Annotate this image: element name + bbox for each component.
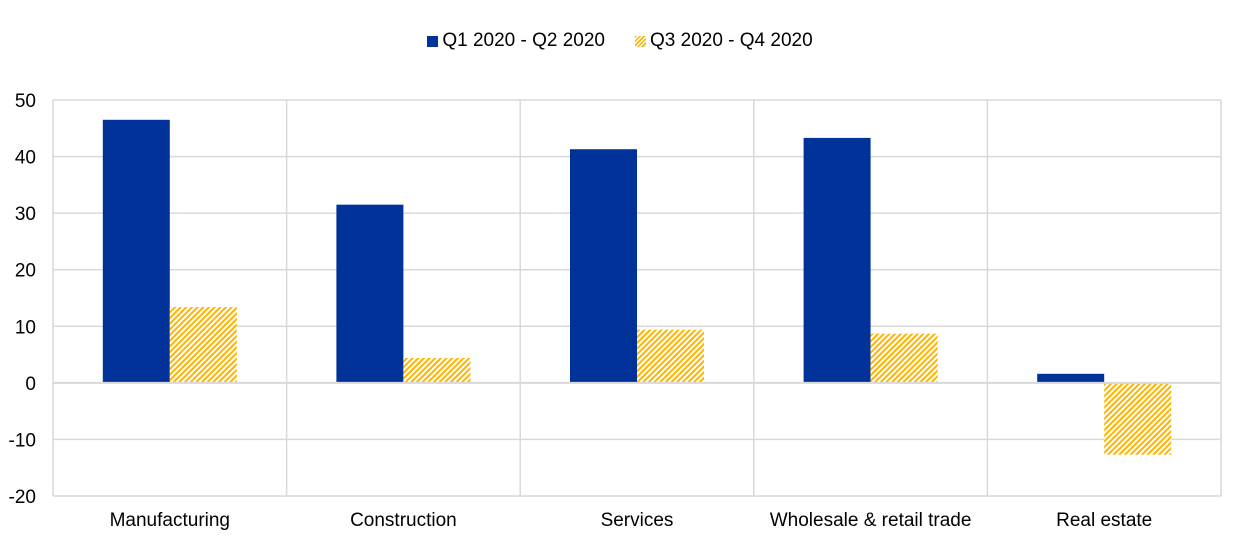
y-tick-label: 10 bbox=[15, 317, 36, 338]
y-tick-label: 40 bbox=[15, 148, 36, 169]
x-tick-label: Wholesale & retail trade bbox=[770, 510, 972, 531]
y-tick-label: 30 bbox=[15, 204, 36, 225]
legend-label: Q3 2020 - Q4 2020 bbox=[650, 30, 813, 51]
legend: Q1 2020 - Q2 2020 Q3 2020 - Q4 2020 bbox=[0, 30, 1240, 52]
bar-q3-q4-real-estate bbox=[1104, 382, 1172, 455]
bar-q3-q4-manufacturing bbox=[169, 307, 237, 383]
bar-q3-q4-services bbox=[637, 329, 704, 383]
axes: -20 -10 0 10 20 30 40 50 Manufacturing Constructi… bbox=[9, 91, 1221, 531]
bar-q1-q2-manufacturing bbox=[102, 119, 170, 383]
x-tick-label: Manufacturing bbox=[110, 510, 230, 531]
gridlines bbox=[52, 99, 1222, 497]
legend-swatch-hatched-icon bbox=[635, 35, 646, 47]
y-tick-label: -20 bbox=[9, 487, 36, 508]
x-tick-label: Construction bbox=[350, 510, 457, 531]
x-tick-label: Real estate bbox=[1056, 510, 1152, 531]
y-tick-label: -10 bbox=[9, 430, 36, 451]
bar-q1-q2-services bbox=[570, 149, 637, 383]
y-tick-label: 50 bbox=[15, 91, 36, 112]
bar-q1-q2-construction bbox=[336, 204, 404, 383]
legend-item-series-2: Q3 2020 - Q4 2020 bbox=[635, 30, 813, 52]
bar-q1-q2-real-estate bbox=[1037, 373, 1105, 383]
y-tick-label: 0 bbox=[25, 374, 36, 395]
legend-swatch-solid-icon bbox=[427, 35, 439, 47]
legend-item-series-1: Q1 2020 - Q2 2020 bbox=[427, 30, 605, 52]
y-tick-label: 20 bbox=[15, 261, 36, 282]
bar-q1-q2-wholesale-retail-trade bbox=[803, 137, 871, 383]
bar-q3-q4-construction bbox=[403, 357, 471, 383]
bar-q3-q4-wholesale-retail-trade bbox=[870, 333, 938, 383]
legend-label: Q1 2020 - Q2 2020 bbox=[442, 30, 605, 51]
x-tick-label: Services bbox=[601, 510, 674, 531]
bars bbox=[102, 119, 1172, 455]
